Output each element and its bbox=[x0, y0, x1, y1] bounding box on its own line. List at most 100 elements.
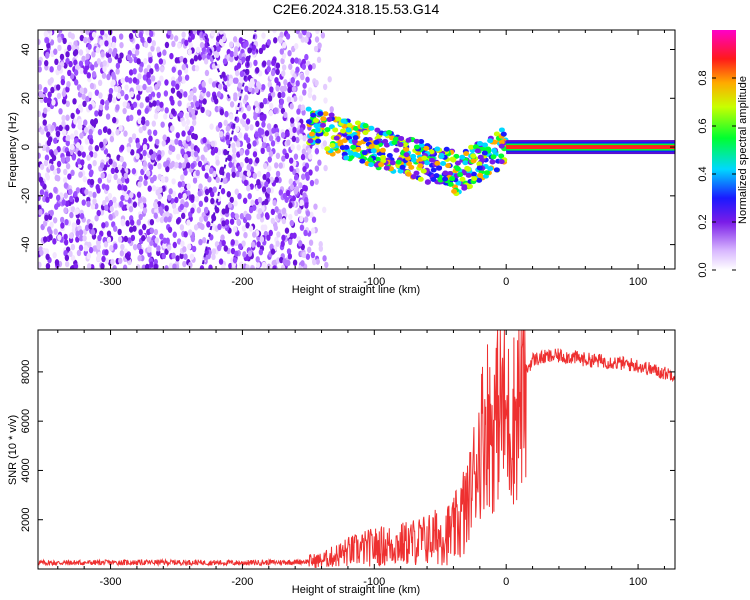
spectrogram-noise-cell bbox=[64, 200, 70, 207]
spectrogram-noise-cell bbox=[97, 79, 103, 87]
spectrogram-noise-cell bbox=[167, 226, 173, 233]
spectrogram-scint-cell bbox=[418, 139, 425, 145]
spectrogram-noise-cell bbox=[160, 121, 165, 128]
spectrogram-noise-cell bbox=[63, 182, 69, 189]
spectrogram-noise-cell bbox=[97, 128, 103, 136]
spectrogram-scint-cell bbox=[430, 176, 437, 182]
snr-y-axis-title: SNR (10 * v/v) bbox=[7, 415, 19, 485]
spectrogram-noise-cell bbox=[270, 248, 276, 255]
spectrogram-noise-cell bbox=[301, 148, 307, 155]
spectrogram-noise-cell bbox=[290, 117, 295, 124]
spectrogram-noise-cell bbox=[204, 172, 209, 179]
spectrogram-noise-cell bbox=[174, 138, 179, 145]
spectrogram-noise-cell bbox=[135, 142, 141, 149]
spectrogram-scint-cell bbox=[434, 160, 441, 166]
spectrogram-noise-cell bbox=[101, 72, 107, 79]
spectrogram-noise-cell bbox=[73, 263, 79, 269]
spectrogram-noise-cell bbox=[191, 245, 197, 253]
spectrogram-noise-cell bbox=[210, 190, 215, 198]
spectrogram-noise-cell bbox=[56, 160, 62, 168]
spectrogram-scint-cell bbox=[379, 147, 386, 153]
spectrogram-noise-cell bbox=[252, 204, 257, 211]
spectrogram-noise-cell bbox=[44, 214, 49, 221]
spectrogram-noise-cell bbox=[122, 101, 127, 108]
spectrogram-noise-cell bbox=[280, 57, 285, 65]
spectrogram-noise-cell bbox=[154, 63, 159, 70]
spectrogram-noise-cell bbox=[290, 57, 295, 64]
spectrogram-noise-cell bbox=[156, 105, 161, 112]
spectrogram-noise-cell bbox=[280, 240, 285, 248]
spectrogram-noise-cell bbox=[277, 91, 282, 99]
spectrogram-noise-cell bbox=[78, 171, 83, 178]
spectrogram-noise-cell bbox=[198, 238, 203, 246]
spectrogram-noise-cell bbox=[128, 77, 133, 84]
spectrogram-noise-cell bbox=[187, 105, 193, 113]
spectrogram-noise-cell bbox=[129, 91, 134, 98]
spectrogram-noise-cell bbox=[229, 50, 235, 58]
spectrogram-noise-cell bbox=[42, 119, 47, 126]
spectrogram-noise-cell bbox=[141, 234, 146, 242]
spectrogram-noise-cell bbox=[161, 140, 166, 147]
spectrogram-noise-cell bbox=[272, 30, 277, 34]
spectrogram-scint-cell bbox=[380, 154, 387, 160]
spectrogram-noise-cell bbox=[213, 146, 219, 154]
spectrogram-noise-cell bbox=[195, 46, 201, 54]
spectrogram-noise-cell bbox=[292, 95, 298, 102]
spectrogram-noise-cell bbox=[242, 113, 247, 120]
spectrogram-noise-cell bbox=[98, 104, 104, 111]
spectrogram-noise-cell bbox=[219, 109, 225, 116]
spectrogram-noise-cell bbox=[72, 98, 77, 105]
spectrogram-noise-cell bbox=[318, 241, 323, 248]
spectrogram-scint-cell bbox=[319, 122, 326, 128]
spectrogram-noise-cell bbox=[59, 216, 65, 224]
spectrogram-noise-cell bbox=[262, 60, 267, 67]
spectrogram-noise-cell bbox=[162, 49, 167, 56]
spectrogram-scint-cell bbox=[476, 161, 483, 167]
spectrogram-noise-cell bbox=[252, 231, 257, 238]
spectrogram-noise-cell bbox=[79, 34, 85, 42]
spectrogram-noise-cell bbox=[315, 258, 320, 265]
spectrogram-noise-cell bbox=[57, 36, 62, 43]
spectrogram-noise-cell bbox=[221, 208, 226, 215]
spectrogram-noise-cell bbox=[287, 253, 293, 260]
spectrogram-noise-cell bbox=[288, 178, 293, 185]
spectrogram-noise-cell bbox=[274, 176, 279, 183]
spectrogram-noise-cell bbox=[282, 42, 287, 49]
spectrogram-noise-cell bbox=[259, 236, 265, 243]
spectrogram-noise-cell bbox=[302, 89, 307, 96]
spectrogram-noise-cell bbox=[56, 92, 62, 100]
spectrogram-noise-cell bbox=[192, 95, 197, 102]
spectrogram-noise-cell bbox=[70, 206, 76, 213]
spectrogram-noise-cell bbox=[46, 139, 52, 147]
spectrogram-noise-cell bbox=[317, 159, 322, 166]
spectrogram-noise-cell bbox=[69, 133, 75, 140]
spectrogram-noise-cell bbox=[227, 154, 232, 162]
spectrogram-noise-cell bbox=[188, 261, 193, 269]
spectrogram-noise-cell bbox=[304, 69, 310, 76]
spectrogram-scint-cell bbox=[424, 179, 431, 185]
spectrogram-noise-cell bbox=[292, 126, 297, 134]
spectrogram-scint-cell bbox=[395, 159, 402, 165]
spectrogram-noise-cell bbox=[184, 125, 190, 132]
spectrogram-noise-cell bbox=[223, 119, 228, 127]
spectrogram-noise-cell bbox=[156, 80, 162, 87]
spectrogram-noise-cell bbox=[183, 91, 188, 98]
spectrogram-noise-cell bbox=[262, 173, 267, 181]
spectrogram-noise-cell bbox=[95, 46, 101, 54]
spectrogram-noise-cell bbox=[38, 90, 44, 98]
spectrogram-noise-cell bbox=[172, 263, 177, 269]
spectrogram-noise-cell bbox=[149, 68, 154, 75]
spectrogram-noise-cell bbox=[90, 229, 96, 236]
spectrogram-noise-cell bbox=[229, 196, 234, 204]
spectrogram-noise-cell bbox=[111, 50, 117, 58]
spectrogram-noise-cell bbox=[221, 220, 226, 227]
spectrogram-noise-cell bbox=[112, 161, 118, 168]
spectrogram-scint-cell bbox=[443, 146, 450, 152]
spectrogram-noise-cell bbox=[44, 154, 50, 161]
spectrogram-noise-cell bbox=[38, 66, 42, 73]
spectrogram-noise-cell bbox=[168, 144, 174, 151]
spectrogram-noise-cell bbox=[171, 190, 177, 198]
spectrogram-noise-cell bbox=[242, 42, 247, 49]
spectrogram-scint-cell bbox=[374, 156, 381, 162]
spectrogram-noise-cell bbox=[218, 83, 223, 90]
